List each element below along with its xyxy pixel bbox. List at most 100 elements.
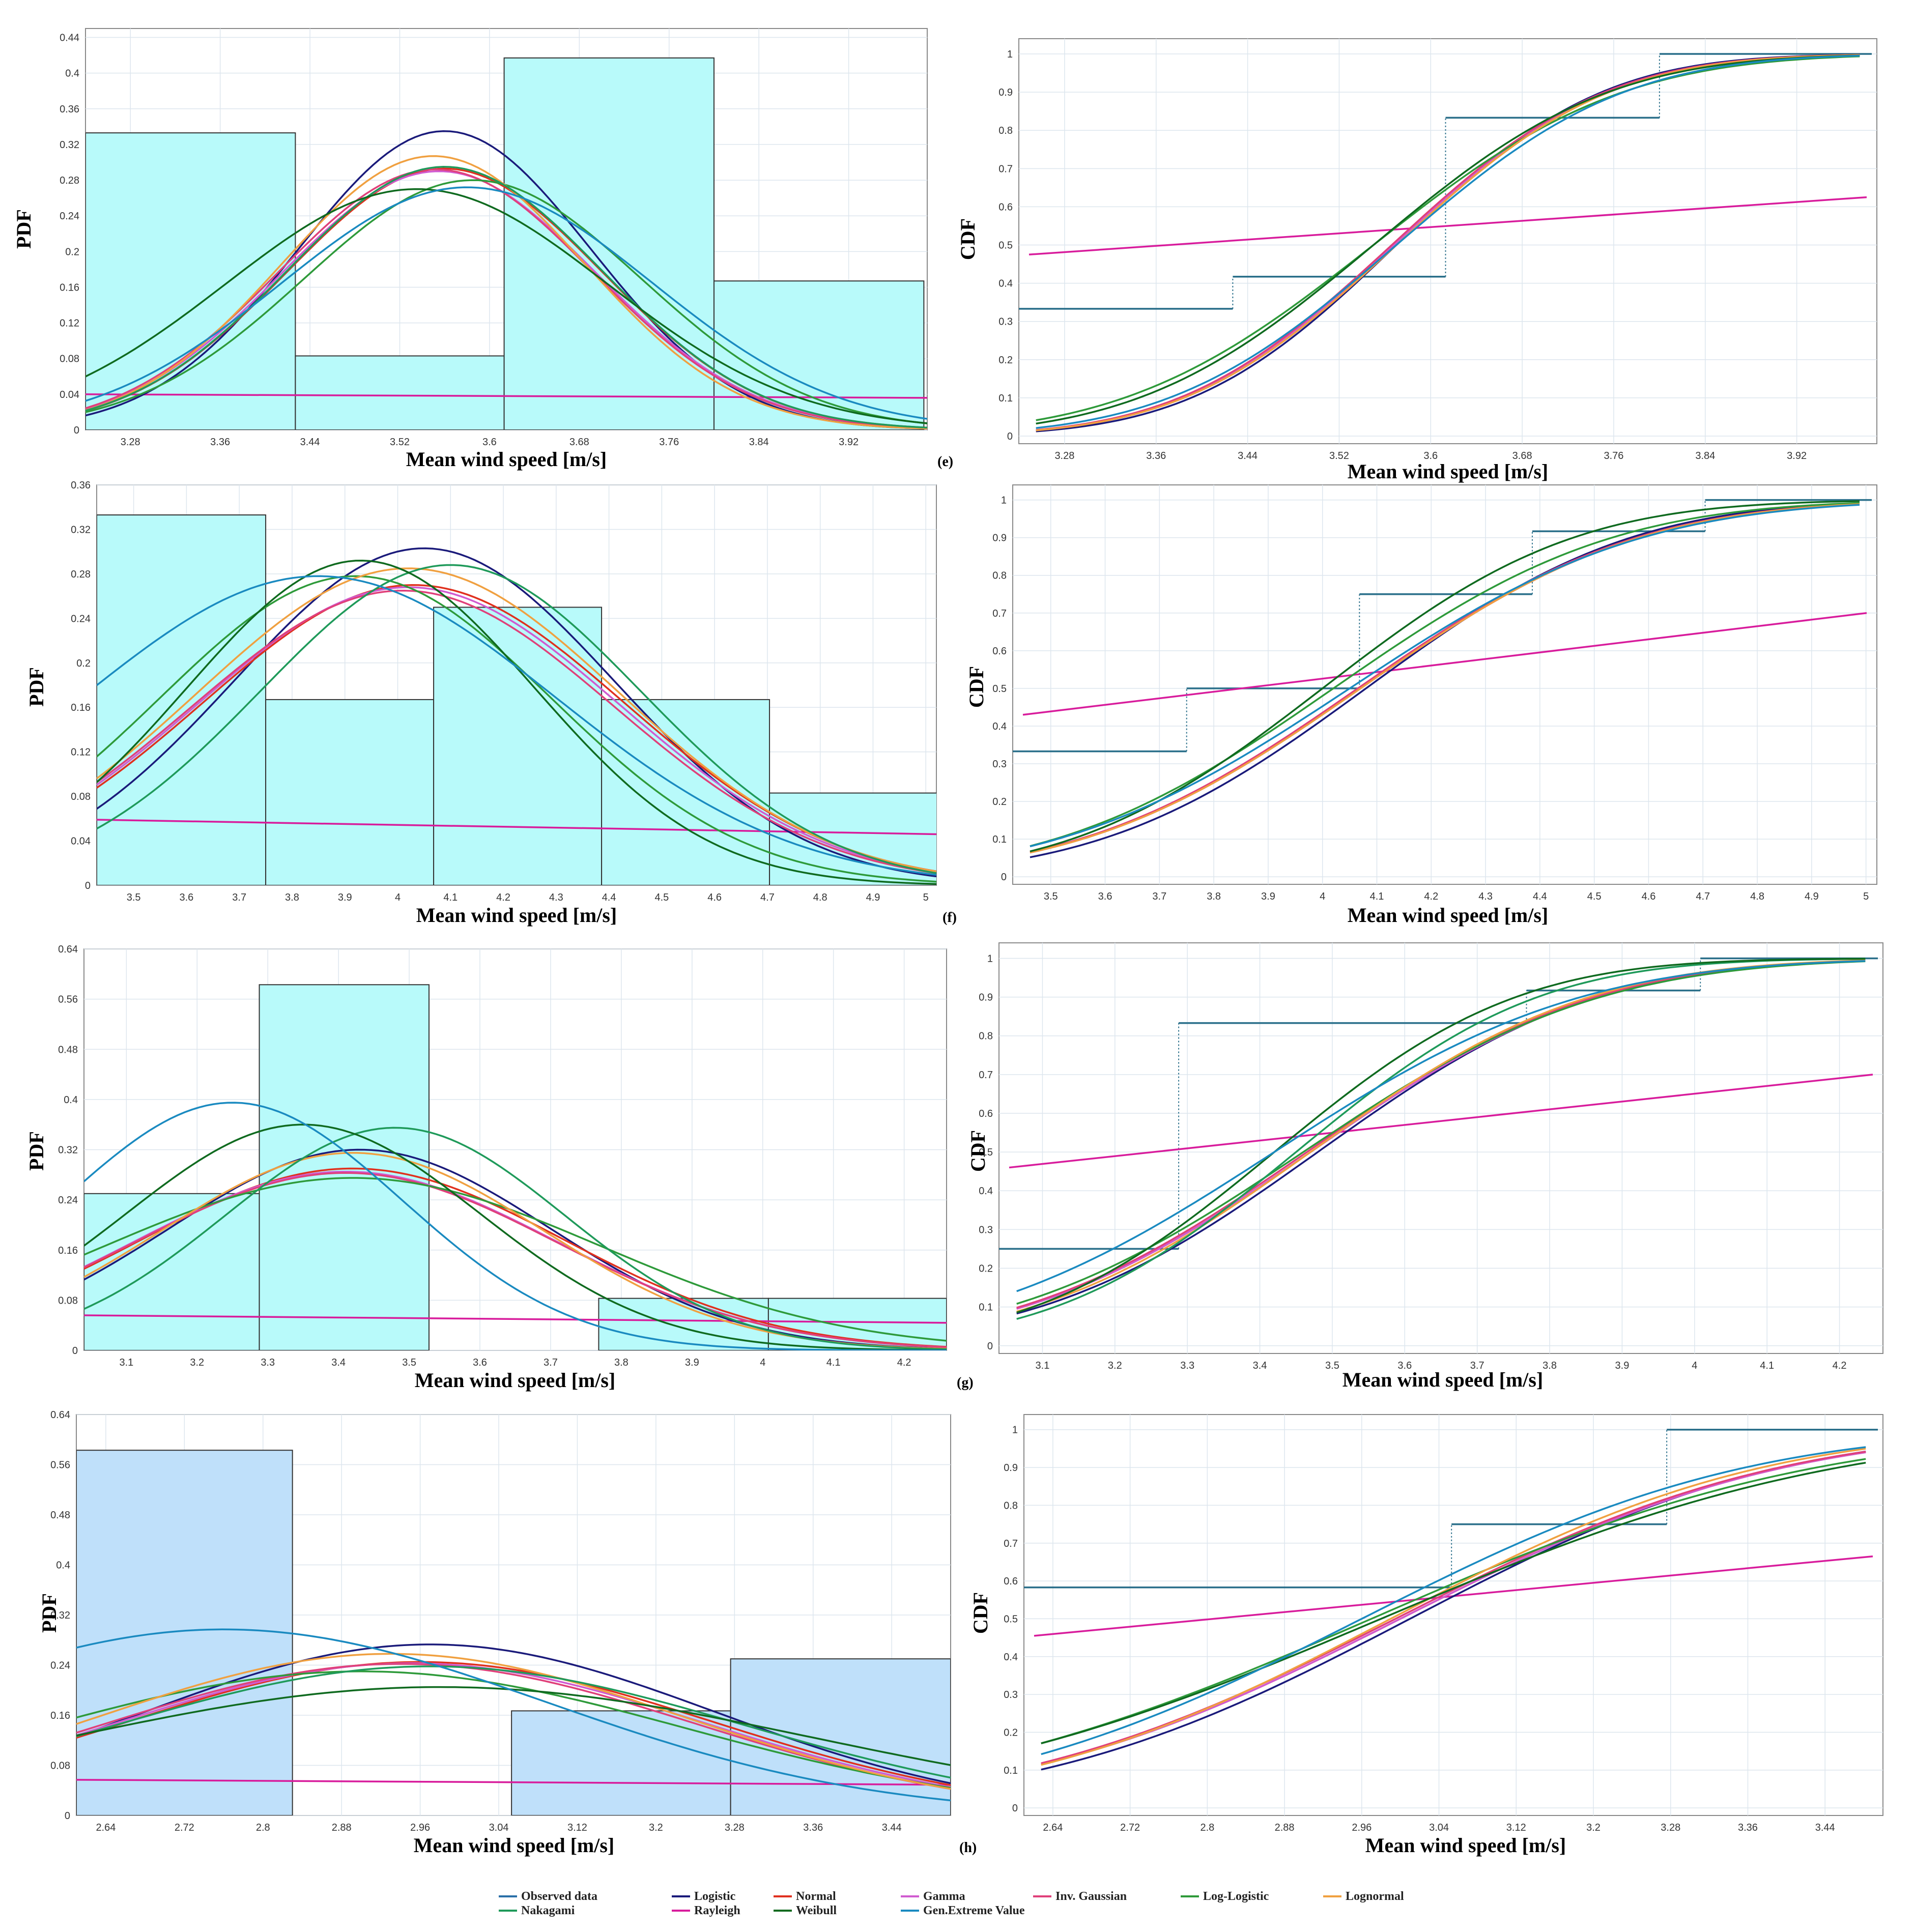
x-tick-label: 4.5 [1587,891,1602,902]
x-tick-label: 3.7 [544,1357,558,1368]
legend: Observed data Logistic Normal Gamma Inv. Gau… [499,1889,1466,1924]
x-tick-label: 3.44 [1815,1822,1835,1833]
x-tick-label: 4.6 [707,892,722,903]
panel-tag: (f) [942,910,957,926]
fit-curve-gamma [97,586,936,874]
histogram-bar [84,1193,260,1350]
x-tick-label: 3.5 [127,892,141,903]
y-tick-label: 0.3 [992,759,1007,770]
x-tick-label: 2.88 [1275,1822,1295,1833]
chart-panel-f-pdf: 3.5 3.6 3.7 3.8 3.9 4 4.1 4.2 4.3 4.4 4.5 4.6 4.7 4.8… [25,480,957,927]
y-tick-label: 0.4 [998,278,1013,290]
y-tick-label: 0.64 [50,1409,70,1421]
y-tick-label: 0.7 [998,163,1013,175]
y-tick-label: 0.12 [71,747,91,758]
x-tick-label: 3.1 [1036,1360,1050,1371]
histogram-bar [730,1658,951,1815]
x-tick-label: 4 [1320,891,1325,902]
x-tick-label: 3.6 [1423,450,1438,462]
fit-curve-rayleigh [1029,196,1867,256]
y-tick-label: 0 [72,1345,78,1357]
x-tick-label: 3.68 [569,437,589,448]
fit-curve-log-logistic [1041,1458,1866,1744]
chart-panel-g-pdf: 3.1 3.2 3.3 3.4 3.5 3.6 3.7 3.8 3.9 4 4.1 4.2 0 0.08 0… [25,944,974,1392]
y-tick-label: 0.16 [60,282,79,293]
y-tick-label: 0.2 [65,246,79,257]
plot-frame [1018,38,1877,444]
x-tick-label: 3.2 [190,1357,204,1368]
plot-frame [1023,1414,1883,1816]
chart-panel-f-cdf: 3.5 3.6 3.7 3.8 3.9 4 4.1 4.2 4.3 4.4 4.5 4.6 4.7 4.8… [965,484,1877,927]
legend-item-normal: Normal [774,1890,836,1903]
x-tick-label: 3.2 [1108,1360,1122,1371]
fit-curve-rayleigh [76,1779,951,1786]
fit-curve-gev [1036,54,1860,429]
x-tick-label: 4.2 [496,892,510,903]
x-tick-label: 4.2 [1833,1360,1847,1371]
x-tick-label: 3.36 [803,1822,823,1833]
y-tick-label: 0.9 [979,992,993,1003]
y-axis-label: PDF [12,209,35,249]
y-tick-label: 0.08 [71,791,91,802]
y-tick-label: 0.4 [992,721,1007,732]
legend-svg: Observed data Logistic Normal Gamma Inv. Gau… [499,1890,1404,1917]
fit-curve-logistic [97,547,936,878]
y-tick-label: 0.2 [979,1263,993,1275]
y-tick-label: 0.04 [60,389,79,400]
x-axis-label: Mean wind speed [m/s] [1348,460,1548,483]
y-tick-label: 0.48 [58,1044,78,1055]
x-tick-label: 3.5 [1325,1360,1339,1371]
fit-curve-lognormal [1030,503,1860,854]
legend-label: Gen.Extreme Value [923,1904,1025,1917]
fit-curve-gev [1016,960,1866,1292]
y-tick-label: 0.1 [992,834,1007,845]
x-tick-label: 3.7 [232,892,246,903]
y-tick-label: 0.64 [58,944,78,955]
fit-curve-log-logistic [97,575,936,883]
y-tick-label: 0.8 [998,125,1013,136]
x-tick-label: 3.9 [338,892,352,903]
y-tick-label: 0 [987,1341,993,1352]
x-tick-label: 5 [1863,891,1869,902]
plot-area [1013,499,1872,858]
fit-curve-gamma [1041,1451,1866,1766]
legend-label: Logistic [694,1890,736,1903]
x-tick-label: 3.84 [749,437,769,448]
x-tick-label: 3.12 [1506,1822,1526,1833]
x-tick-label: 4.3 [549,892,563,903]
x-tick-label: 3.8 [285,892,299,903]
fit-curve-weibull [85,188,927,424]
x-tick-label: 2.8 [1200,1822,1214,1833]
x-tick-label: 3.52 [1329,450,1349,462]
x-tick-label: 2.64 [1043,1822,1063,1833]
x-tick-label: 4.1 [1370,891,1384,902]
y-axis-label: PDF [38,1593,61,1633]
y-tick-label: 0.36 [60,104,79,115]
x-tick-label: 4 [395,892,401,903]
y-tick-label: 0.7 [992,608,1007,619]
fit-curve-gev [84,1102,947,1350]
legend-item-rayleigh: Rayleigh [672,1904,740,1917]
plot-area [1019,53,1872,432]
y-tick-label: 0.04 [71,836,91,847]
y-tick-label: 0.5 [992,683,1007,695]
y-tick-label: 0.3 [998,316,1013,328]
y-tick-label: 0.08 [60,354,79,365]
fit-curve-nakagami [84,1127,947,1350]
histogram-bar [767,1297,947,1350]
legend-label: Weibull [796,1904,837,1917]
chart-panel-e-cdf: 3.28 3.36 3.44 3.52 3.6 3.68 3.76 3.84 3.92 0 0.1 0… [956,38,1877,483]
x-tick-label: 3.28 [725,1822,745,1833]
histogram-bar [769,792,936,885]
fit-curve-nakagami [97,564,936,874]
x-tick-label: 3.7 [1470,1360,1484,1371]
x-tick-label: 3.84 [1695,450,1715,462]
y-tick-label: 0.4 [56,1560,70,1571]
y-tick-label: 0.6 [1004,1576,1018,1587]
legend-label: Rayleigh [694,1904,740,1917]
y-tick-label: 0.9 [998,87,1013,98]
x-tick-label: 3.28 [1054,450,1074,462]
plot-area [76,1450,951,1815]
x-tick-label: 3.76 [659,437,679,448]
